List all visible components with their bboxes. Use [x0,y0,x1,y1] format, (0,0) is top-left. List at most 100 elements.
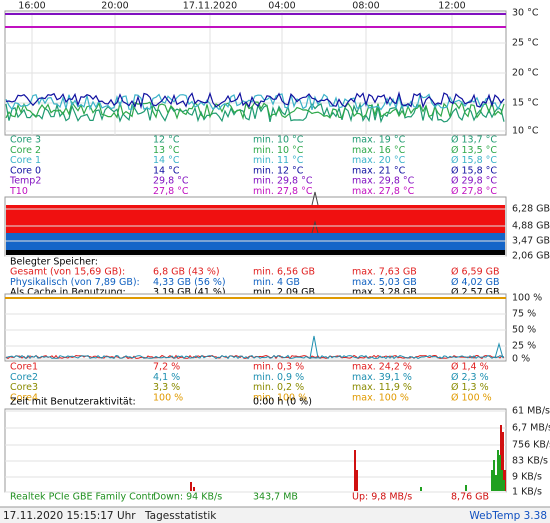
memory-axis-label: 2,06 GB [512,251,550,262]
footer-link[interactable]: Tagesstatistik [144,510,217,522]
cpu-axis-label: 0 % [512,354,530,365]
cpu-axis-label: 25 % [512,341,536,352]
table-cell: Ø 13,7 °C [451,135,497,146]
table-cell: Down: 94 KB/s [153,492,222,503]
table-cell: max. 100 % [352,392,409,403]
cpu-axis-label: 75 % [512,309,536,320]
table-cell: max. 19 °C [352,135,406,146]
table-cell: T10 [9,186,28,197]
temperature-axis-label: 25 °C [512,38,539,49]
table-cell: min. 29,8 °C [253,176,313,187]
table-cell: Ø 2,3 % [451,372,489,383]
table-cell: Core 1 [10,155,41,166]
table-cell: 8,76 GB [451,492,489,503]
table-cell: Ø 1,3 % [451,382,489,393]
network-axis-label: 61 MB/s [512,406,550,417]
memory-spike [311,191,319,234]
table-cell: Zeit mit Benutzeraktivität: [10,397,136,408]
network-axis-label: 9 KB/s [512,472,542,483]
table-cell: Core 0 [10,165,41,176]
table-cell: min. 27,8 °C [253,186,313,197]
table-cell: Ø 15,8 °C [451,165,497,176]
table-cell: min. 11 °C [253,155,304,166]
table-cell: Up: 9,8 MB/s [352,492,412,503]
table-cell: min. 0,3 % [253,362,304,373]
table-cell: Ø 100 % [451,392,492,403]
table-cell: max. 29,8 °C [352,176,415,187]
table-cell: 14 °C [153,155,180,166]
table-cell: Ø 6,59 GB [451,267,500,278]
table-cell: Core 2 [10,145,41,156]
memory-axis-label: 3,47 GB [512,236,550,247]
cpu-axis-label: 100 % [512,293,542,304]
network-bar [465,485,467,491]
table-cell: min. 4 GB [253,277,300,288]
table-cell: Ø 13,5 °C [451,145,497,156]
memory-area [6,250,505,255]
table-cell: max. 20 °C [352,155,406,166]
table-cell: 4,1 % [153,372,180,383]
table-cell: Ø 27,8 °C [451,186,497,197]
table-cell: Temp2 [9,176,41,187]
table-cell: Realtek PCIe GBE Family Contr [10,492,155,503]
graph-line [5,354,505,360]
temperature-axis-label: 20 °C [512,68,539,79]
network-bar [420,487,422,491]
table-cell: 6,8 GB (43 %) [153,267,220,278]
network-bar [497,450,499,491]
graph-line [5,90,505,110]
memory-axis-label: 4,88 GB [512,221,550,232]
table-cell: Gesamt (von 15,69 GB): [10,267,125,278]
table-cell: max. 5,03 GB [352,277,417,288]
network-bar [503,480,505,491]
table-cell: 13 °C [153,145,180,156]
footer-bar [0,507,550,523]
footer-timestamp: 17.11.2020 15:15:17 Uhr [3,510,136,522]
table-cell: Ø 15,8 °C [451,155,497,166]
table-cell: max. 27,8 °C [352,186,415,197]
table-cell: max. 7,63 GB [352,267,417,278]
network-axis-label: 6,7 MB/s [512,423,550,434]
graph-line [5,101,505,124]
table-cell: min. 6,56 GB [253,267,315,278]
table-cell: Ø 2,57 GB [451,287,500,298]
table-cell: 4,33 GB (56 %) [153,277,226,288]
memory-axis-label: 6,28 GB [512,204,550,215]
network-bar [356,470,358,491]
time-label: 04:00 [268,1,295,12]
table-cell: min. 0,9 % [253,372,304,383]
table-cell: 7,2 % [153,362,180,373]
table-cell: 12 °C [153,135,180,146]
network-bar [499,455,501,491]
table-cell: Core 3 [10,135,41,146]
network-bar [495,475,497,491]
table-cell: min. 2,09 GB [253,287,315,298]
time-label: 12:00 [438,1,465,12]
table-cell: max. 39,1 % [352,372,412,383]
time-label: 17.11.2020 [183,1,237,12]
network-bar [501,470,503,491]
network-bar [190,482,192,491]
table-cell: min. 12 °C [253,165,304,176]
table-cell: Core3 [10,382,38,393]
network-bar [354,450,356,491]
table-cell: Ø 1,4 % [451,362,489,373]
temperature-axis-label: 15 °C [512,98,539,109]
table-cell: Core4 [10,392,38,403]
table-cell: 343,7 MB [253,492,298,503]
table-cell: min. 100 % [253,392,307,403]
table-cell: 29,8 °C [153,176,189,187]
network-bar [493,460,495,491]
table-cell: Core2 [10,372,38,383]
cpu-axis-label: 50 % [512,325,536,336]
table-cell: 14 °C [153,165,180,176]
time-label: 08:00 [352,1,379,12]
table-cell: Ø 29,8 °C [451,176,497,187]
cpu-graph [4,293,507,362]
cpu-spike [309,335,504,359]
table-cell: Ø 4,02 GB [451,277,500,288]
table-cell: max. 11,9 % [352,382,412,393]
table-cell: Als Cache in Benutzung: [10,287,126,298]
